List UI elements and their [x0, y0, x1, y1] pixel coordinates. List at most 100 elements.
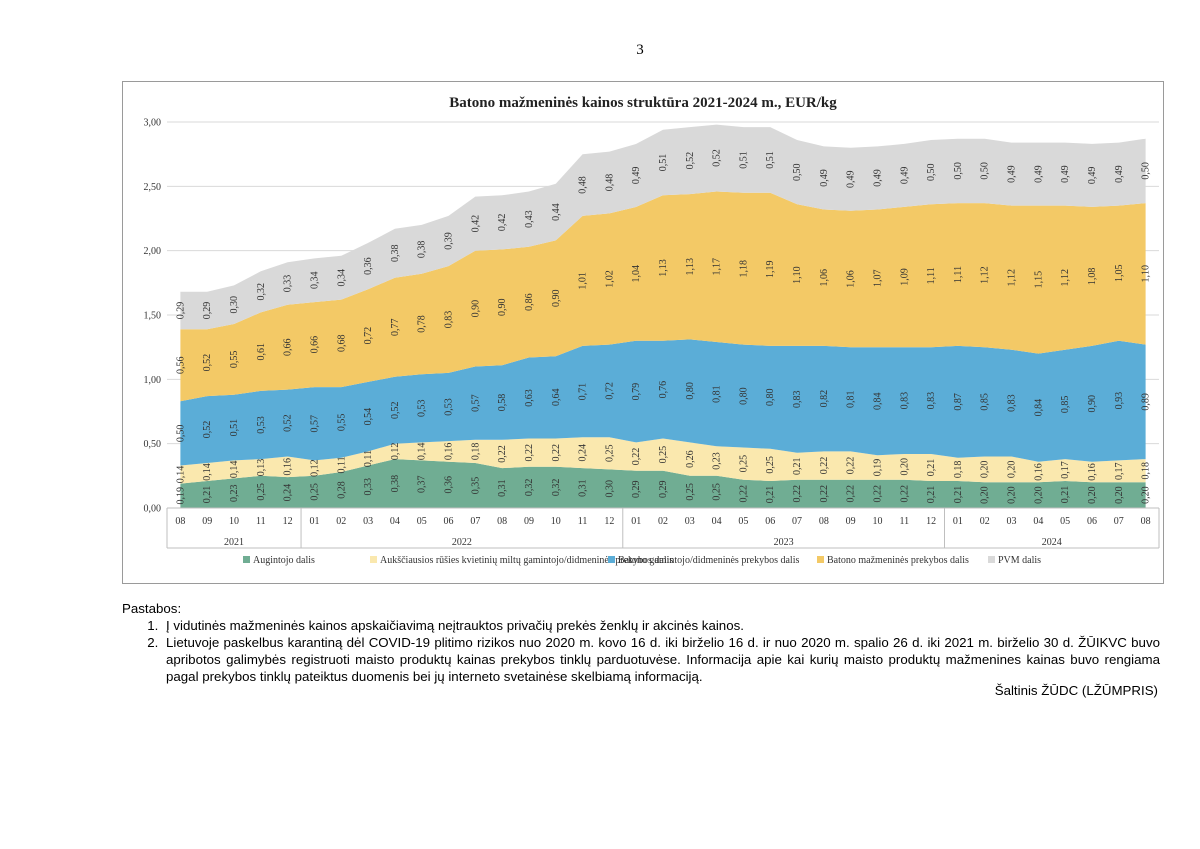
x-tick-label: 10	[872, 516, 882, 527]
data-label: 0,64	[551, 389, 562, 407]
data-label: 0,83	[444, 311, 455, 329]
data-label: 0,52	[202, 354, 213, 372]
data-label: 0,90	[1087, 395, 1098, 413]
data-label: 0,32	[256, 283, 267, 301]
data-label: 0,90	[470, 300, 481, 318]
data-label: 0,18	[470, 443, 481, 461]
note-item: Lietuvoje paskelbus karantiną dėl COVID-…	[162, 634, 1160, 685]
legend-swatch	[988, 556, 995, 563]
data-label: 1,13	[685, 258, 696, 276]
data-label: 0,22	[846, 457, 857, 475]
data-label: 0,25	[712, 483, 723, 501]
data-label: 0,49	[1007, 165, 1018, 183]
data-label: 0,20	[980, 461, 991, 479]
data-label: 0,20	[980, 486, 991, 504]
x-tick-label: 01	[953, 516, 963, 527]
area-4	[180, 191, 1146, 402]
area-3	[180, 339, 1146, 466]
data-label: 0,17	[1060, 461, 1071, 479]
data-label: 0,14	[417, 443, 428, 461]
data-label: 0,57	[310, 415, 321, 433]
x-tick-label: 01	[309, 516, 319, 527]
data-label: 0,44	[551, 203, 562, 221]
data-label: 0,25	[765, 456, 776, 474]
data-label: 1,11	[953, 266, 964, 283]
data-label: 0,25	[310, 483, 321, 501]
data-label: 0,18	[1141, 462, 1152, 480]
data-label: 0,19	[175, 487, 186, 505]
data-label: 0,49	[1087, 167, 1098, 185]
data-label: 1,15	[1033, 271, 1044, 289]
data-label: 0,22	[819, 457, 830, 475]
data-label: 0,16	[1087, 463, 1098, 481]
data-label: 0,55	[336, 414, 347, 432]
data-label: 0,11	[336, 456, 347, 473]
data-label: 0,48	[604, 174, 615, 192]
data-label: 1,08	[1087, 268, 1098, 286]
data-label: 0,28	[336, 481, 347, 499]
data-label: 0,25	[738, 455, 749, 473]
data-label: 0,16	[283, 458, 294, 476]
y-tick-label: 1,00	[144, 375, 162, 386]
year-label: 2024	[1042, 537, 1062, 548]
data-label: 0,61	[256, 343, 267, 361]
chart-frame: Batono mažmeninės kainos struktūra 2021-…	[122, 81, 1164, 584]
data-label: 0,29	[202, 302, 213, 320]
y-tick-label: 2,50	[144, 182, 162, 193]
data-label: 0,22	[631, 448, 642, 466]
data-label: 0,89	[1141, 393, 1152, 411]
data-label: 0,42	[470, 215, 481, 233]
data-label: 0,49	[819, 169, 830, 187]
x-tick-label: 04	[390, 516, 400, 527]
x-tick-label: 05	[1060, 516, 1070, 527]
notes-list: Į vidutinės mažmeninės kainos apskaičiav…	[122, 617, 1160, 685]
data-label: 0,34	[310, 272, 321, 290]
x-tick-label: 10	[229, 516, 239, 527]
x-tick-label: 08	[175, 516, 185, 527]
data-label: 1,12	[980, 266, 991, 284]
area-1	[180, 459, 1146, 508]
data-label: 0,22	[873, 485, 884, 503]
data-label: 1,18	[738, 260, 749, 278]
data-label: 0,84	[1033, 399, 1044, 417]
legend-swatch	[608, 556, 615, 563]
data-label: 0,54	[363, 408, 374, 426]
data-label: 0,51	[738, 151, 749, 169]
data-label: 0,37	[417, 475, 428, 493]
data-label: 0,53	[444, 398, 455, 416]
legend-label: Aukščiausios rūšies kvietinių miltų gami…	[380, 555, 673, 566]
data-label: 0,76	[658, 381, 669, 399]
x-tick-label: 03	[685, 516, 695, 527]
year-label: 2023	[774, 537, 794, 548]
data-label: 0,24	[578, 444, 589, 462]
data-label: 0,32	[524, 479, 535, 497]
data-label: 0,12	[310, 459, 321, 477]
data-label: 0,24	[283, 484, 294, 502]
data-label: 0,58	[497, 394, 508, 412]
data-label: 0,38	[390, 244, 401, 262]
data-label: 0,21	[953, 486, 964, 504]
data-label: 0,42	[497, 214, 508, 232]
data-label: 0,29	[175, 302, 186, 320]
data-label: 0,16	[1033, 463, 1044, 481]
data-label: 0,83	[792, 391, 803, 409]
x-tick-label: 06	[1087, 516, 1097, 527]
data-label: 0,26	[685, 450, 696, 468]
data-label: 0,21	[202, 486, 213, 504]
data-label: 1,11	[926, 267, 937, 284]
data-label: 0,19	[873, 459, 884, 477]
data-label: 0,63	[524, 389, 535, 407]
data-label: 0,11	[363, 450, 374, 467]
data-label: 0,56	[175, 356, 186, 374]
data-label: 0,21	[1060, 486, 1071, 504]
x-tick-label: 11	[899, 516, 909, 527]
x-tick-label: 11	[256, 516, 266, 527]
legend-label: PVM dalis	[998, 555, 1041, 566]
data-label: 0,25	[604, 445, 615, 463]
data-label: 0,21	[765, 486, 776, 504]
data-label: 0,33	[283, 275, 294, 293]
data-label: 0,50	[175, 425, 186, 443]
data-label: 0,29	[631, 481, 642, 499]
data-label: 0,21	[926, 459, 937, 477]
data-label: 0,14	[229, 461, 240, 479]
